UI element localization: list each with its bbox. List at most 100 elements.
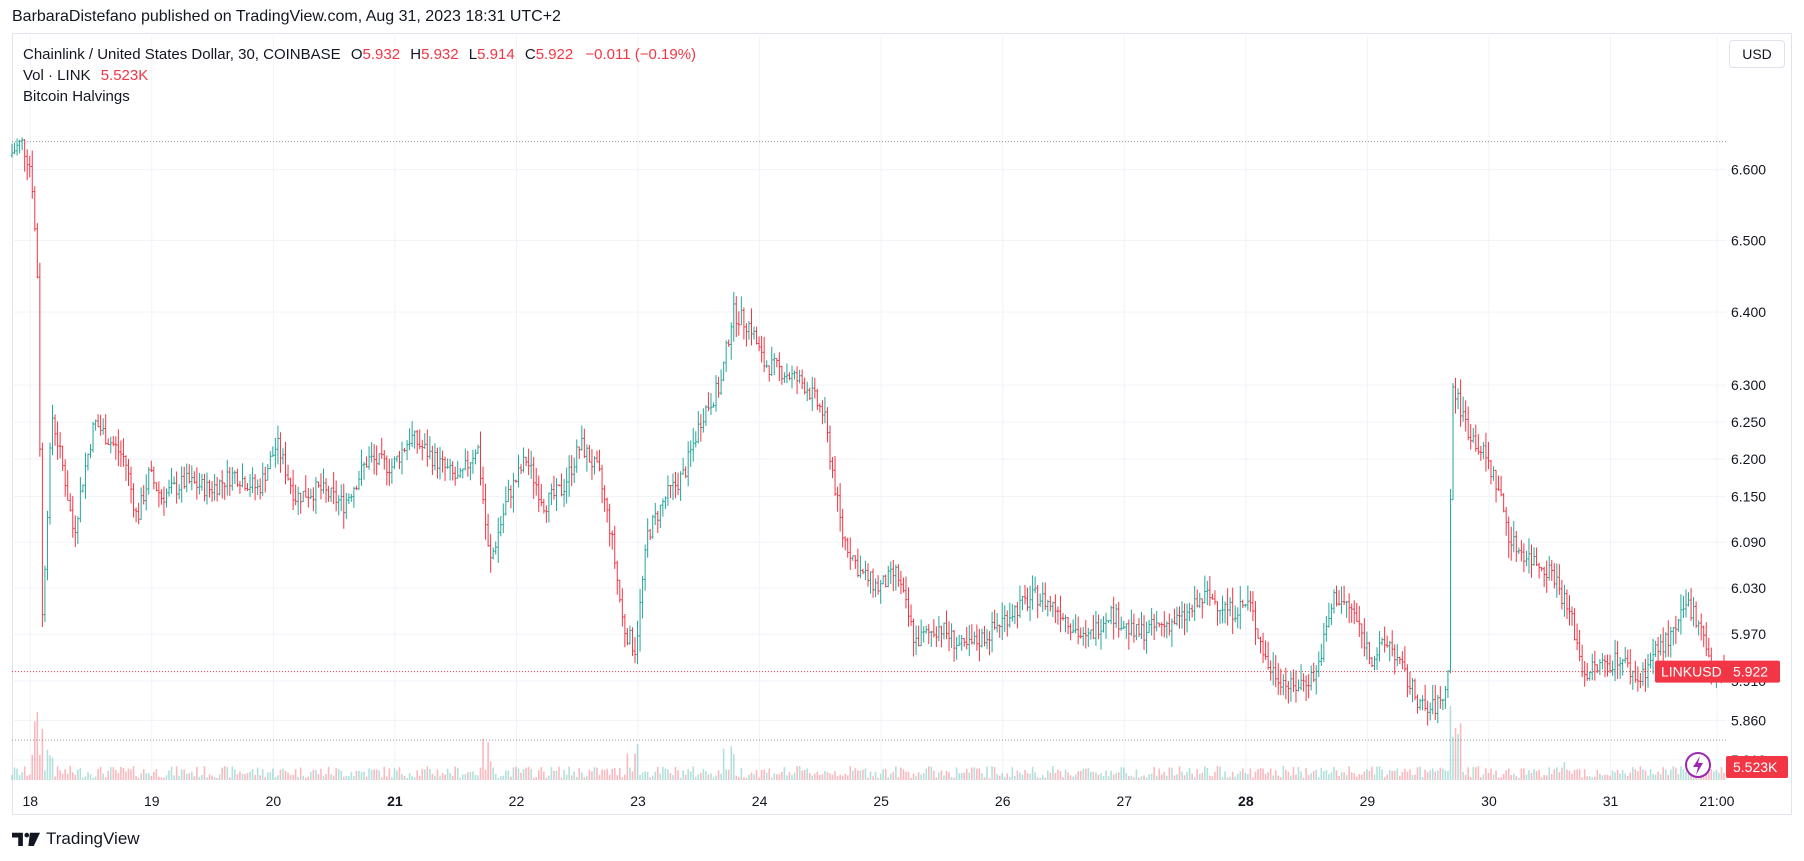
- volume-bar: [738, 776, 740, 780]
- volume-bar: [1282, 766, 1285, 780]
- volume-bar: [677, 770, 679, 780]
- volume-bar: [1221, 777, 1224, 780]
- volume-bar: [1485, 768, 1487, 780]
- volume-bar: [279, 769, 282, 780]
- volume-bar: [401, 773, 403, 780]
- volume-bar: [537, 770, 540, 780]
- volume-bar: [543, 771, 545, 780]
- volume-bar: [788, 772, 791, 780]
- volume-bar: [434, 776, 436, 780]
- volume-bar: [142, 769, 145, 780]
- volume-bar: [1373, 774, 1376, 780]
- volume-bar: [1715, 769, 1718, 780]
- volume-bar: [1583, 769, 1586, 780]
- volume-bar: [84, 776, 87, 780]
- volume-bar: [1049, 772, 1052, 780]
- volume-bar: [348, 776, 350, 780]
- volume-bar: [398, 767, 401, 780]
- volume-bar: [51, 757, 54, 780]
- volume-bar: [1214, 771, 1216, 780]
- volume-bar: [983, 777, 986, 780]
- volume-bar: [869, 771, 872, 780]
- volume-bar: [659, 773, 662, 780]
- volume-bar: [1376, 766, 1378, 780]
- volume-bar: [1434, 771, 1437, 780]
- volume-bar: [264, 777, 267, 780]
- volume-bar: [1102, 776, 1105, 780]
- legend-indicator-row[interactable]: Bitcoin Halvings: [23, 86, 696, 107]
- volume-bar: [201, 775, 203, 780]
- volume-bar: [158, 776, 160, 780]
- legend-low-value: 5.914: [477, 46, 515, 63]
- volume-bar: [897, 777, 900, 780]
- volume-bar: [127, 768, 130, 780]
- volume-bar: [244, 774, 246, 780]
- legend-symbol: Chainlink / United States Dollar, 30, CO…: [23, 46, 341, 63]
- volume-bar: [193, 776, 196, 780]
- volume-bar: [39, 754, 41, 780]
- volume-bar: [1500, 777, 1502, 780]
- lightning-icon[interactable]: [1685, 752, 1711, 778]
- volume-bar: [1234, 776, 1237, 780]
- volume-bar: [380, 777, 383, 780]
- currency-button[interactable]: USD: [1729, 40, 1785, 68]
- volume-bar: [689, 771, 692, 780]
- volume-bar: [451, 775, 454, 780]
- volume-bar: [132, 766, 135, 780]
- volume-bar: [89, 774, 92, 780]
- volume-bar: [1272, 775, 1274, 780]
- volume-bar: [826, 772, 829, 780]
- volume-bar: [649, 777, 651, 780]
- volume-bar: [1361, 774, 1363, 780]
- volume-bar: [355, 770, 358, 780]
- volume-bar: [568, 766, 570, 780]
- volume-bar: [1462, 771, 1464, 780]
- volume-bar: [636, 744, 639, 780]
- time-axis: 18 19 20 21 22 23 24 25 26 27 28 29 30 31 21:00: [22, 793, 1734, 809]
- volume-bar: [1168, 767, 1171, 780]
- legend-volume-row[interactable]: Vol · LINK 5.523K: [23, 65, 696, 86]
- volume-bar: [1680, 766, 1682, 780]
- volume-bar: [439, 776, 441, 780]
- footer-branding[interactable]: TradingView: [12, 829, 140, 849]
- volume-bar: [573, 771, 576, 780]
- volume-bar: [408, 773, 411, 780]
- volume-bar: [1009, 776, 1011, 780]
- volume-bar: [221, 767, 223, 780]
- volume-bar: [1616, 769, 1619, 780]
- chart-grid: [12, 36, 1726, 780]
- volume-bar: [611, 768, 614, 780]
- legend-volume-value: 5.523K: [100, 67, 149, 84]
- volume-bar: [502, 775, 505, 780]
- volume-bar: [1530, 772, 1533, 780]
- volume-bar: [1320, 767, 1323, 780]
- volume-bar: [540, 767, 543, 780]
- volume-bar: [61, 773, 64, 780]
- volume-bar: [74, 774, 77, 780]
- price-tick-label: 5.970: [1731, 626, 1766, 642]
- volume-bar: [1115, 772, 1117, 780]
- volume-bar: [330, 774, 332, 780]
- volume-bar: [492, 767, 494, 780]
- volume-bar: [892, 771, 895, 780]
- volume-bars: [11, 705, 1725, 780]
- volume-bar: [1348, 766, 1350, 780]
- volume-bar: [1323, 771, 1325, 780]
- volume-bar: [342, 776, 345, 780]
- volume-bar: [1492, 774, 1495, 780]
- volume-bar: [1710, 769, 1713, 780]
- volume-bar: [499, 776, 502, 780]
- volume-bar: [1128, 776, 1130, 780]
- volume-bar: [900, 767, 902, 780]
- time-tick-label: 24: [752, 793, 768, 809]
- volume-bar: [1528, 770, 1530, 780]
- legend-ohlc-row[interactable]: Chainlink / United States Dollar, 30, CO…: [23, 44, 696, 65]
- volume-bar: [18, 775, 21, 780]
- volume-bar: [687, 769, 689, 780]
- volume-bar: [882, 769, 884, 780]
- volume-bar: [482, 738, 484, 780]
- volume-bar: [844, 773, 846, 780]
- volume-bar: [1404, 768, 1406, 780]
- volume-bar: [662, 766, 664, 780]
